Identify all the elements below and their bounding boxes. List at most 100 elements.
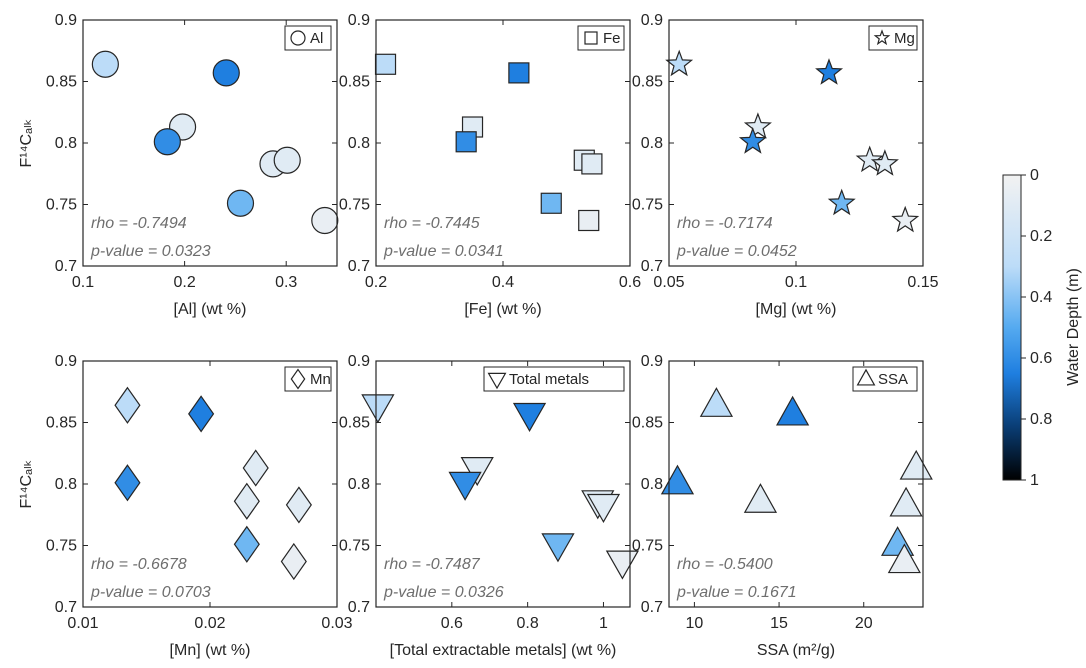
- legend-label: SSA: [878, 371, 908, 388]
- rho-annotation: rho = -0.7494: [91, 215, 187, 232]
- y-tick-label: 0.85: [339, 74, 370, 91]
- legend: Al: [284, 25, 332, 51]
- y-tick-label: 0.7: [348, 258, 370, 275]
- colorbar-tick-label: 0.2: [1030, 228, 1052, 245]
- panel-mn: 0.7 0.75 0.8 0.85 0.9 0.01 0.02 0.03 rho = -0.66…: [18, 353, 353, 659]
- y-tick-label: 0.8: [348, 476, 370, 493]
- data-point: [311, 206, 339, 235]
- p-value-annotation: p-value = 0.0703: [90, 584, 211, 601]
- data-points: [374, 53, 603, 232]
- y-axis-label: F¹⁴Cₐₗₖ: [18, 460, 35, 509]
- y-tick-label: 0.9: [348, 12, 370, 29]
- colorbar-tick-label: 0.4: [1030, 289, 1052, 306]
- data-point: [891, 205, 920, 233]
- legend-box: [868, 25, 918, 51]
- x-tick-label: 0.6: [619, 274, 641, 291]
- x-axis-label: SSA (m²/g): [757, 642, 835, 659]
- y-tick-label: 0.8: [641, 476, 663, 493]
- x-axis-label: [Mn] (wt %): [170, 642, 251, 659]
- data-point: [460, 457, 494, 487]
- colorbar-ticks: 0 0.2 0.4 0.6 0.8 1: [1021, 167, 1052, 489]
- data-point: [512, 402, 547, 432]
- x-tick-label: 0.05: [653, 274, 684, 291]
- y-tick-label: 0.85: [46, 74, 77, 91]
- rho-annotation: rho = -0.6678: [91, 556, 187, 573]
- x-tick-label: 0.3: [275, 274, 297, 291]
- data-points: [114, 386, 312, 581]
- data-point: [775, 395, 810, 426]
- x-tick-label: 0.2: [173, 274, 195, 291]
- y-tick-label: 0.75: [632, 538, 663, 555]
- x-tick-label: 20: [855, 615, 873, 632]
- data-point: [212, 59, 240, 87]
- data-point: [226, 189, 255, 217]
- data-point: [605, 550, 640, 580]
- y-tick-label: 0.8: [55, 476, 77, 493]
- data-point: [743, 112, 772, 139]
- y-tick-label: 0.75: [46, 538, 77, 555]
- legend: Mg: [868, 25, 918, 51]
- x-tick-label: 0.8: [517, 615, 539, 632]
- data-point: [273, 146, 301, 174]
- x-tick-label: 0.1: [785, 274, 807, 291]
- data-point: [233, 525, 260, 563]
- p-value-annotation: p-value = 0.0326: [383, 584, 504, 601]
- data-points: [660, 387, 933, 574]
- p-value-annotation: p-value = 0.1671: [676, 584, 797, 601]
- data-point: [889, 486, 923, 517]
- data-point: [91, 50, 119, 78]
- y-tick-label: 0.8: [55, 135, 77, 152]
- data-points: [665, 49, 920, 233]
- axes-frame: [668, 360, 924, 608]
- y-tick-label: 0.9: [641, 12, 663, 29]
- y-tick-label: 0.7: [641, 599, 663, 616]
- data-point: [374, 53, 397, 75]
- y-tick-label: 0.75: [46, 197, 77, 214]
- data-point: [738, 127, 767, 154]
- rho-annotation: rho = -0.7445: [384, 215, 480, 232]
- rho-annotation: rho = -0.5400: [677, 556, 773, 573]
- panel-ssa: 0.7 0.75 0.8 0.85 0.9 10 15 20 rho = -0.5400 p-va…: [632, 353, 933, 659]
- legend-label: Total metals: [509, 371, 589, 388]
- data-point: [285, 486, 312, 524]
- panel-mg: 0.7 0.75 0.8 0.85 0.9 0.05 0.1 0.15 rho = -0.717…: [632, 12, 939, 318]
- y-tick-label: 0.9: [348, 353, 370, 370]
- legend-label: Fe: [603, 30, 621, 47]
- data-point: [815, 58, 844, 85]
- legend-marker: [856, 368, 876, 386]
- data-point: [448, 471, 482, 501]
- data-point: [508, 62, 530, 84]
- data-point: [233, 482, 260, 520]
- axes-frame: [82, 360, 338, 608]
- legend-marker: [290, 368, 306, 390]
- colorbar-gradient: [1002, 174, 1022, 481]
- y-tick-label: 0.85: [339, 415, 370, 432]
- data-point: [540, 192, 562, 214]
- x-tick-label: 15: [770, 615, 788, 632]
- panel-al: 0.7 0.75 0.8 0.85 0.9 0.1 0.2 0.3 rho = -0.7494 p…: [18, 12, 339, 318]
- colorbar: 0 0.2 0.4 0.6 0.8 1 Water Depth (m): [1002, 167, 1082, 489]
- colorbar-tick-label: 0.8: [1030, 411, 1052, 428]
- colorbar-tick-label: 1: [1030, 472, 1039, 489]
- data-point: [188, 395, 215, 433]
- legend-label: Mg: [894, 30, 915, 47]
- colorbar-tick-label: 0.6: [1030, 350, 1052, 367]
- data-point: [827, 188, 856, 216]
- y-tick-label: 0.7: [348, 599, 370, 616]
- y-tick-label: 0.9: [55, 12, 77, 29]
- x-axis-label: [Al] (wt %): [174, 301, 247, 318]
- x-tick-label: 0.1: [72, 274, 94, 291]
- panel-fe: 0.7 0.75 0.8 0.85 0.9 0.2 0.4 0.6 rho = -0.7445 p…: [339, 12, 641, 318]
- data-point: [581, 153, 603, 175]
- legend-marker: [487, 372, 507, 390]
- x-tick-label: 1: [599, 615, 608, 632]
- legend: Fe: [577, 25, 625, 51]
- data-point: [578, 209, 600, 232]
- legend: Mn: [284, 366, 332, 392]
- axes-frame: [82, 19, 338, 267]
- p-value-annotation: p-value = 0.0452: [676, 243, 797, 260]
- data-points: [91, 50, 339, 235]
- y-tick-label: 0.7: [55, 258, 77, 275]
- panel-total-metals: 0.7 0.75 0.8 0.85 0.9 0.6 0.8 1 rho = -0.7487 p-v…: [339, 353, 640, 659]
